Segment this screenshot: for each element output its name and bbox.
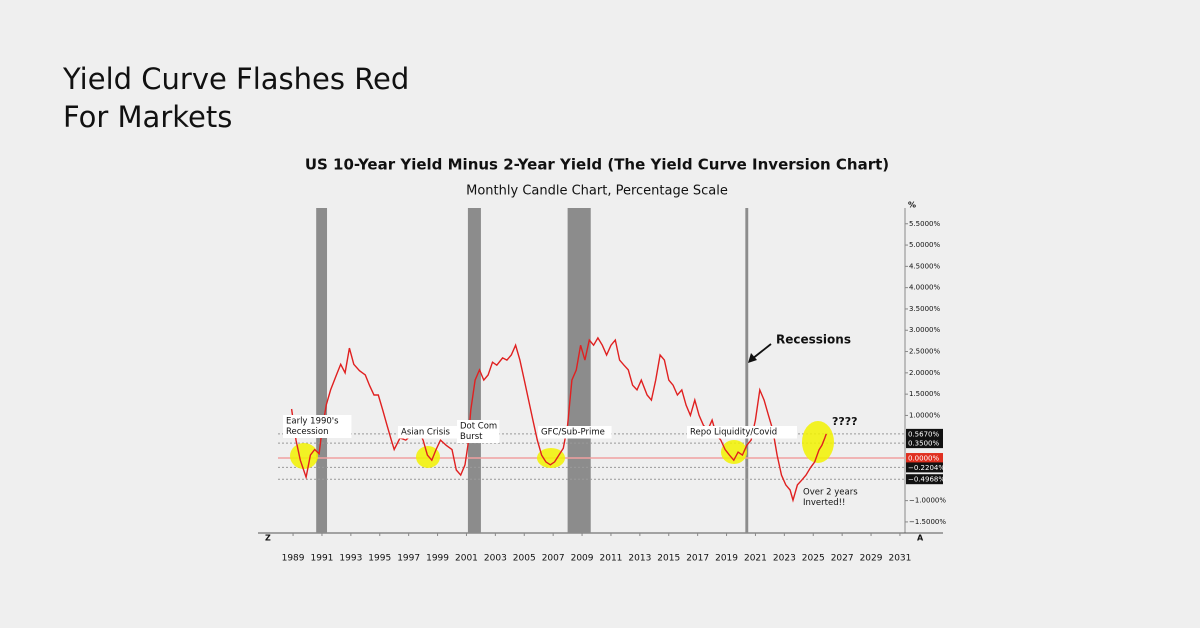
chart-title: US 10-Year Yield Minus 2-Year Yield (The… xyxy=(305,156,889,174)
annotation: Dot Com xyxy=(460,422,497,432)
recession-band xyxy=(467,208,481,533)
recession-band xyxy=(567,208,591,533)
x-tick-label: 2015 xyxy=(657,554,680,564)
reference-label: −0.4968% xyxy=(908,476,945,484)
annotation: Burst xyxy=(460,432,483,442)
reference-label-box xyxy=(906,438,943,449)
x-tick-label: 2031 xyxy=(888,554,911,564)
x-tick-label: 2027 xyxy=(831,554,854,564)
y-tick-label: 1.0000% xyxy=(909,411,940,419)
x-tick-label: 2009 xyxy=(571,554,594,564)
y-tick-label: −1.0000% xyxy=(909,497,946,505)
recession-band xyxy=(316,208,328,533)
x-tick-label: 2013 xyxy=(628,554,651,564)
reference-label: 0.0000% xyxy=(908,455,939,463)
annotation: Recession xyxy=(286,427,328,437)
y-tick-label: 5.5000% xyxy=(909,220,940,228)
x-tick-label: 1991 xyxy=(311,554,334,564)
recession-band xyxy=(745,208,749,533)
reference-label-box xyxy=(906,453,943,464)
reference-label-box xyxy=(906,474,943,485)
annotation-box xyxy=(538,426,612,439)
annotation: ???? xyxy=(832,415,858,428)
x-tick-label: 2005 xyxy=(513,554,536,564)
annotation: Inverted!! xyxy=(803,498,845,508)
x-tick-label: 2011 xyxy=(600,554,623,564)
y-tick-label: 1.5000% xyxy=(909,390,940,398)
annotation-box xyxy=(687,426,797,439)
highlight xyxy=(537,448,565,468)
y-tick-label: 4.5000% xyxy=(909,262,940,270)
page-title: For Markets xyxy=(63,100,232,134)
arrow xyxy=(751,343,772,360)
y-tick-label: 3.0000% xyxy=(909,326,940,334)
x-tick-label: 1993 xyxy=(339,554,362,564)
recession-label: Recessions xyxy=(776,333,851,347)
annotation-box xyxy=(398,426,467,439)
x-tick-label: 1995 xyxy=(368,554,391,564)
annotation: Early 1990's xyxy=(286,417,339,427)
x-tick-label: 2007 xyxy=(542,554,565,564)
x-tick-label: 2029 xyxy=(860,554,883,564)
x-tick-label: 2019 xyxy=(715,554,738,564)
y-tick-label: 4.0000% xyxy=(909,284,940,292)
page-title: Yield Curve Flashes Red xyxy=(62,62,409,96)
reference-label: 0.3500% xyxy=(908,440,939,448)
reference-label: −0.2204% xyxy=(908,464,945,472)
highlight xyxy=(290,443,318,469)
annotation: Asian Crisis xyxy=(401,428,450,438)
reference-label: 0.5670% xyxy=(908,430,939,438)
x-tick-label: 1999 xyxy=(426,554,449,564)
annotation: GFC/Sub-Prime xyxy=(541,428,605,438)
x-tick-label: 2017 xyxy=(686,554,709,564)
y-tick-label: 3.5000% xyxy=(909,305,940,313)
x-tick-label: 1989 xyxy=(282,554,305,564)
reference-label-box xyxy=(906,462,943,473)
y-tick-label: 2.0000% xyxy=(909,369,940,377)
highlight xyxy=(802,421,834,463)
x-tick-label: 2003 xyxy=(484,554,507,564)
highlight xyxy=(416,446,440,468)
chart-subtitle: Monthly Candle Chart, Percentage Scale xyxy=(466,184,728,199)
corner-label: A xyxy=(917,534,924,543)
x-tick-label: 2021 xyxy=(744,554,767,564)
corner-label: Z xyxy=(265,534,271,543)
highlight xyxy=(721,440,747,464)
x-tick-label: 2001 xyxy=(455,554,478,564)
annotation-box xyxy=(283,415,352,438)
reference-label-box xyxy=(906,428,943,439)
y-tick-label: −1.5000% xyxy=(909,518,946,526)
y-tick-label: 2.5000% xyxy=(909,348,940,356)
annotation: Repo Liquidity/Covid xyxy=(690,428,777,438)
x-tick-label: 2023 xyxy=(773,554,796,564)
x-tick-label: 1997 xyxy=(397,554,420,564)
annotation-box xyxy=(457,420,500,443)
yield-spread-line xyxy=(290,336,827,503)
y-axis-unit: % xyxy=(908,201,916,210)
x-tick-label: 2025 xyxy=(802,554,825,564)
arrow-head xyxy=(748,353,757,363)
annotation: Over 2 years xyxy=(803,488,858,498)
y-tick-label: 5.0000% xyxy=(909,241,940,249)
